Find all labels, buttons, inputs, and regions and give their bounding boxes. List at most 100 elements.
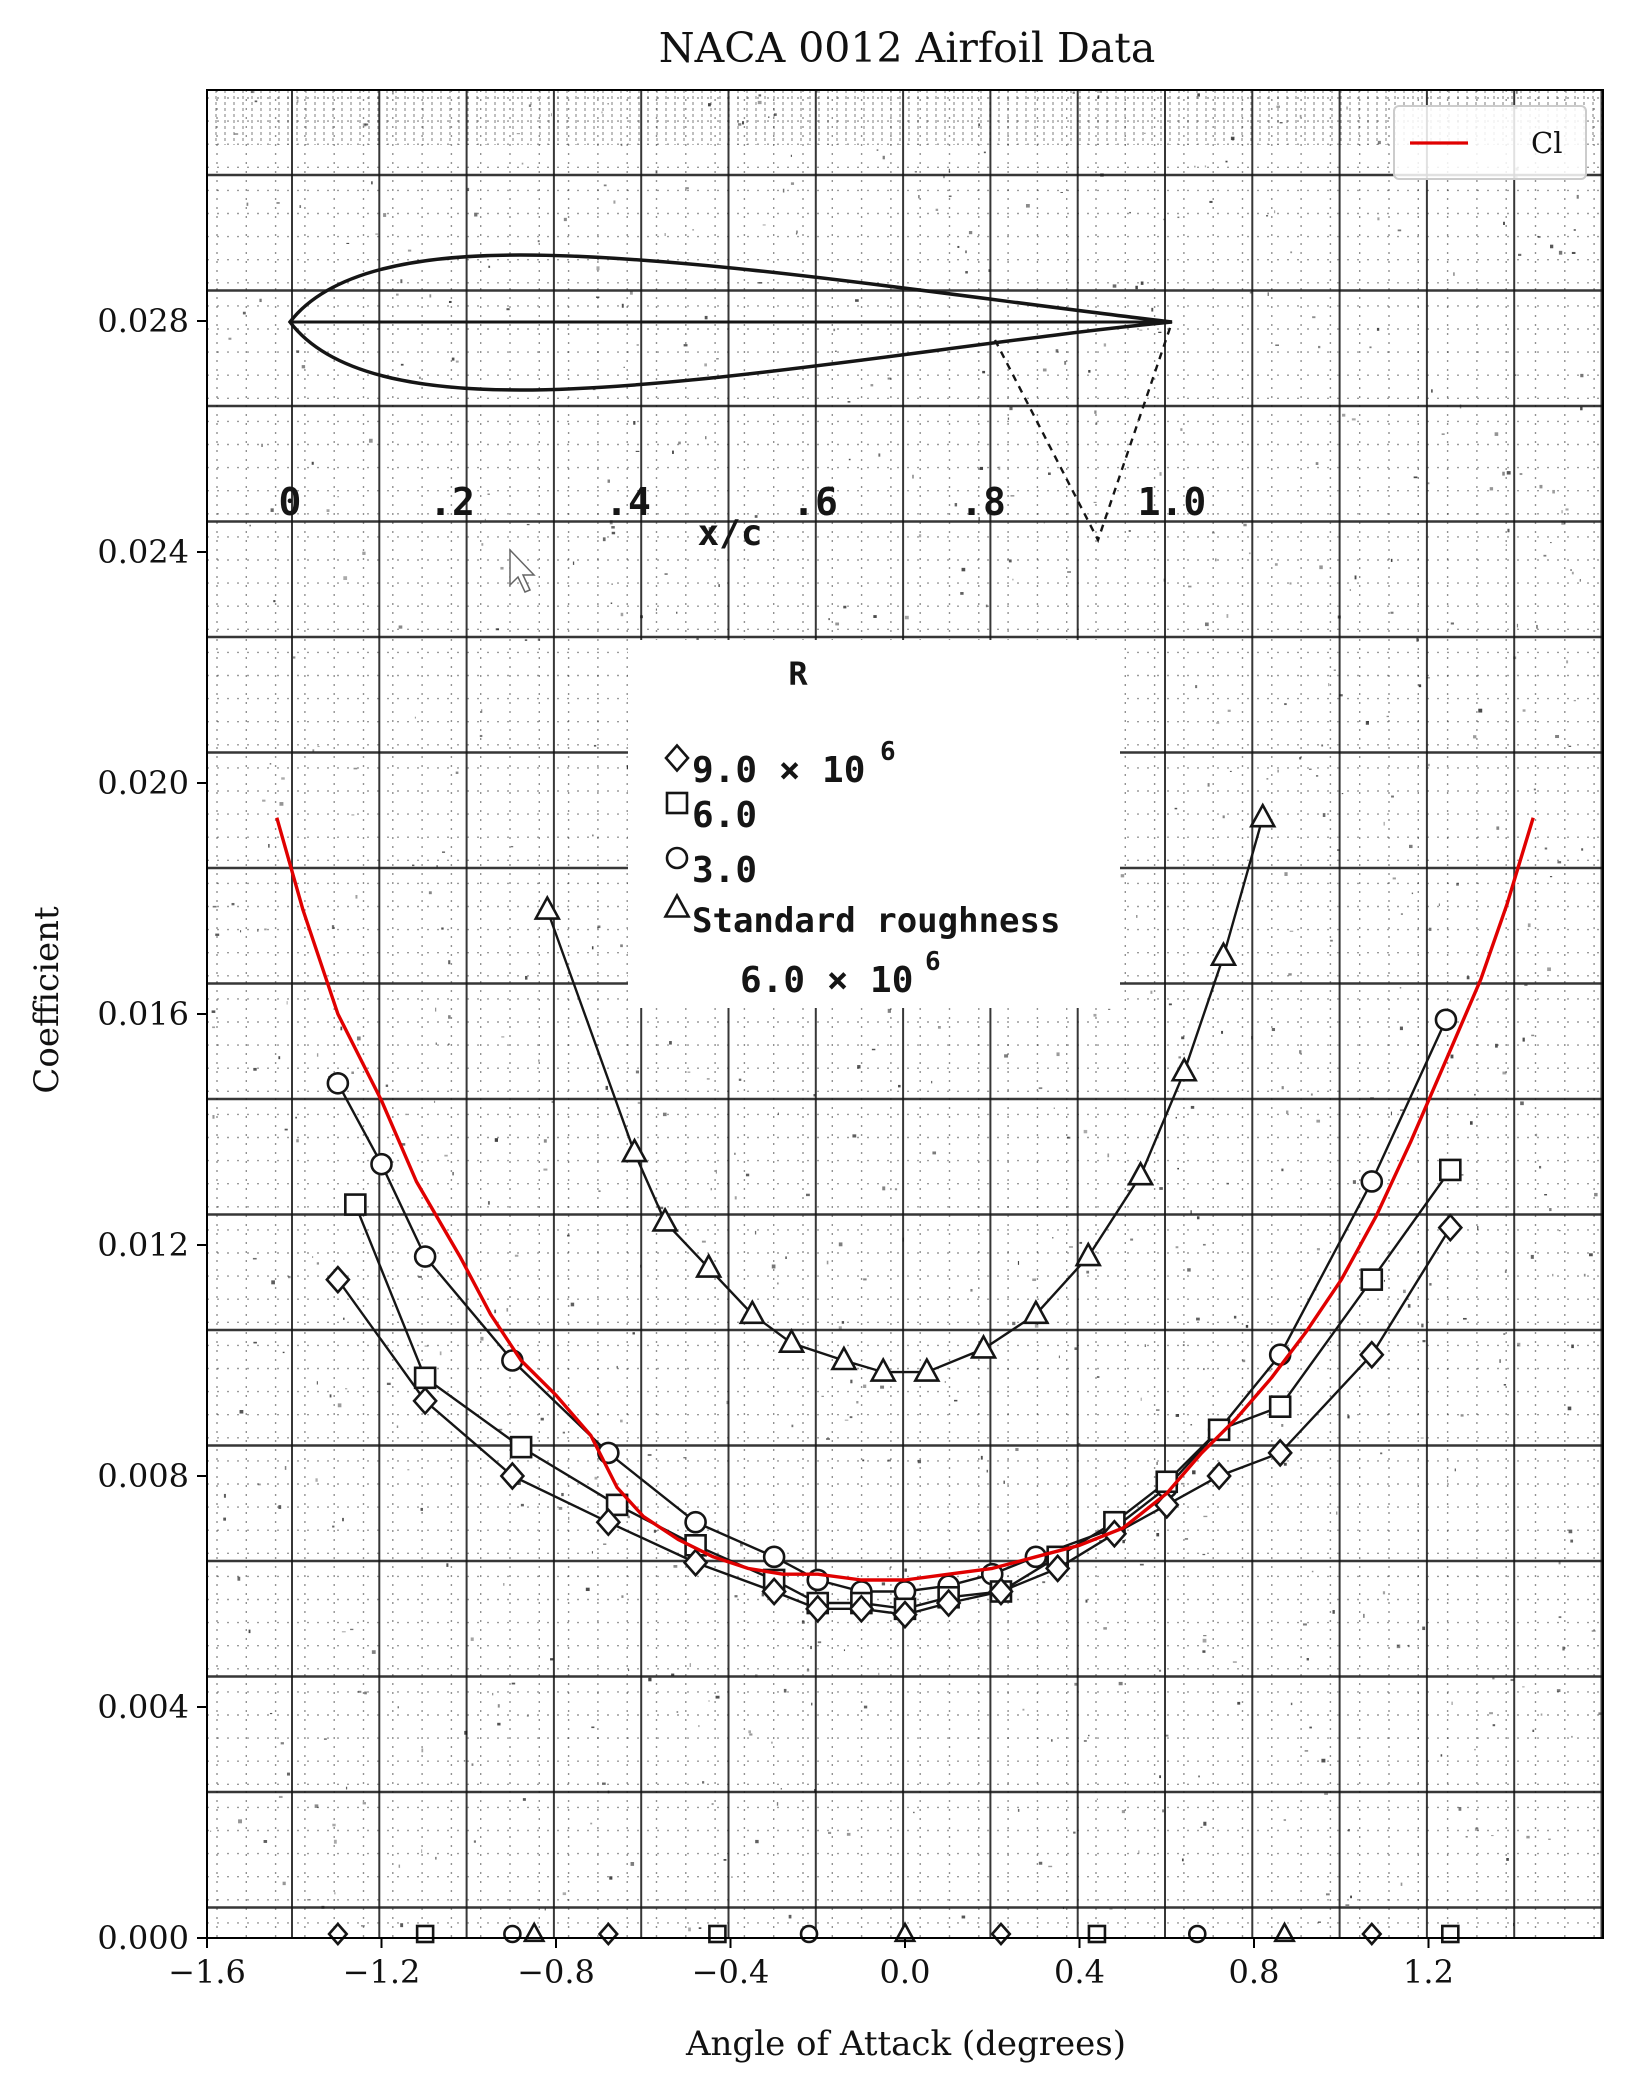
scan-speck	[1580, 373, 1584, 378]
scan-speck	[811, 1702, 813, 1706]
scan-speck	[1397, 229, 1402, 232]
scan-speck	[421, 1748, 424, 1753]
scan-speck	[1072, 91, 1075, 94]
scan-speck	[396, 293, 399, 296]
scan-speck	[894, 1188, 898, 1191]
scan-speck	[1312, 316, 1316, 319]
scan-speck	[341, 1631, 346, 1633]
scan-speck	[1073, 1831, 1076, 1834]
scan-speck	[943, 174, 945, 179]
scan-speck	[1333, 669, 1336, 671]
scan-point-diamond	[1267, 1438, 1293, 1468]
scan-speck	[261, 443, 263, 447]
scan-legend-row: 3.0	[692, 850, 757, 891]
scan-speck	[524, 975, 528, 980]
scan-speck	[1539, 1165, 1542, 1169]
scan-speck	[627, 1515, 630, 1519]
scan-speck	[480, 1336, 484, 1341]
scan-speck	[672, 450, 674, 454]
scan-speck	[1178, 1056, 1181, 1059]
scan-speck	[913, 1811, 915, 1814]
scan-speck	[1286, 1110, 1289, 1114]
scan-speck	[1316, 1248, 1320, 1251]
scan-speck	[1429, 1283, 1432, 1286]
scan-speck	[1556, 1689, 1561, 1693]
scan-speck	[623, 366, 625, 368]
scan-speck	[1535, 1133, 1538, 1137]
scan-speck	[1527, 923, 1531, 928]
scan-speck	[231, 902, 235, 906]
scan-speck	[810, 1645, 812, 1650]
scan-speck	[882, 155, 885, 160]
scan-speck	[561, 1492, 564, 1497]
scan-speck	[1449, 999, 1452, 1002]
scan-speck	[1369, 346, 1372, 349]
scan-speck	[671, 1673, 675, 1677]
scan-speck	[1579, 578, 1581, 582]
scan-speck	[755, 1839, 759, 1844]
scan-speck	[1181, 1036, 1185, 1040]
scan-speck	[702, 1781, 705, 1784]
scan-speck	[1042, 368, 1047, 372]
scan-speck	[1139, 1563, 1144, 1566]
scan-speck	[1346, 106, 1348, 110]
scan-speck	[568, 1516, 570, 1520]
scan-speck	[904, 615, 909, 620]
scan-speck	[451, 357, 455, 361]
scan-speck	[1561, 510, 1563, 514]
scan-speck	[716, 358, 719, 360]
scan-speck	[648, 1677, 652, 1681]
scan-speck	[401, 1143, 406, 1146]
scan-speck	[337, 1403, 342, 1408]
scan-speck	[1537, 236, 1541, 238]
scan-speck	[1279, 122, 1283, 124]
scan-speck	[1162, 1809, 1165, 1813]
scan-speck	[1112, 284, 1117, 288]
scan-speck	[1416, 1096, 1418, 1099]
scan-speck	[648, 1677, 652, 1682]
scan-speck	[1350, 1895, 1352, 1899]
scan-speck	[813, 1094, 816, 1097]
scan-speck	[1226, 614, 1229, 618]
scan-speck	[435, 1856, 437, 1860]
scan-speck	[1491, 1835, 1494, 1837]
scan-speck	[210, 1830, 212, 1832]
scan-speck	[585, 1587, 590, 1592]
scan-speck	[360, 1925, 365, 1927]
scan-speck	[1453, 272, 1455, 276]
scan-speck	[495, 628, 500, 631]
scan-speck	[826, 1438, 830, 1440]
scan-speck	[295, 1116, 297, 1119]
x-axis-label: Angle of Attack (degrees)	[685, 2024, 1126, 2064]
scan-speck	[1096, 1376, 1100, 1378]
scan-legend-row: 6.0	[692, 795, 757, 836]
scan-speck	[731, 1876, 733, 1878]
scan-speck	[1203, 1821, 1207, 1826]
airfoil-flap-line	[993, 321, 1174, 544]
scan-speck	[239, 1409, 244, 1414]
y-tick-label: 0.012	[97, 1226, 189, 1264]
scan-point-triangle	[738, 1299, 767, 1325]
scan-speck	[1012, 578, 1014, 581]
scan-speck	[397, 1706, 399, 1709]
scan-speck	[636, 344, 639, 346]
scan-speck	[1266, 215, 1269, 217]
scan-speck	[470, 1637, 474, 1641]
scan-speck	[1426, 677, 1430, 679]
scan-speck	[737, 123, 742, 126]
scan-speck	[1196, 1216, 1200, 1220]
scan-speck	[1549, 1208, 1552, 1212]
scan-speck	[1376, 327, 1380, 331]
scan-speck	[1428, 927, 1432, 931]
scan-speck	[524, 639, 528, 641]
scan-speck	[368, 438, 373, 443]
scan-speck	[1190, 1210, 1192, 1215]
scan-speck	[1175, 1116, 1177, 1119]
scan-speck	[1290, 1702, 1293, 1706]
scan-legend-heading: R	[788, 655, 808, 693]
scan-speck	[312, 1256, 314, 1258]
scan-speck	[741, 121, 745, 125]
scan-speck	[850, 1379, 853, 1384]
scan-speck	[1408, 1644, 1410, 1648]
scan-point-triangle	[830, 1345, 858, 1371]
